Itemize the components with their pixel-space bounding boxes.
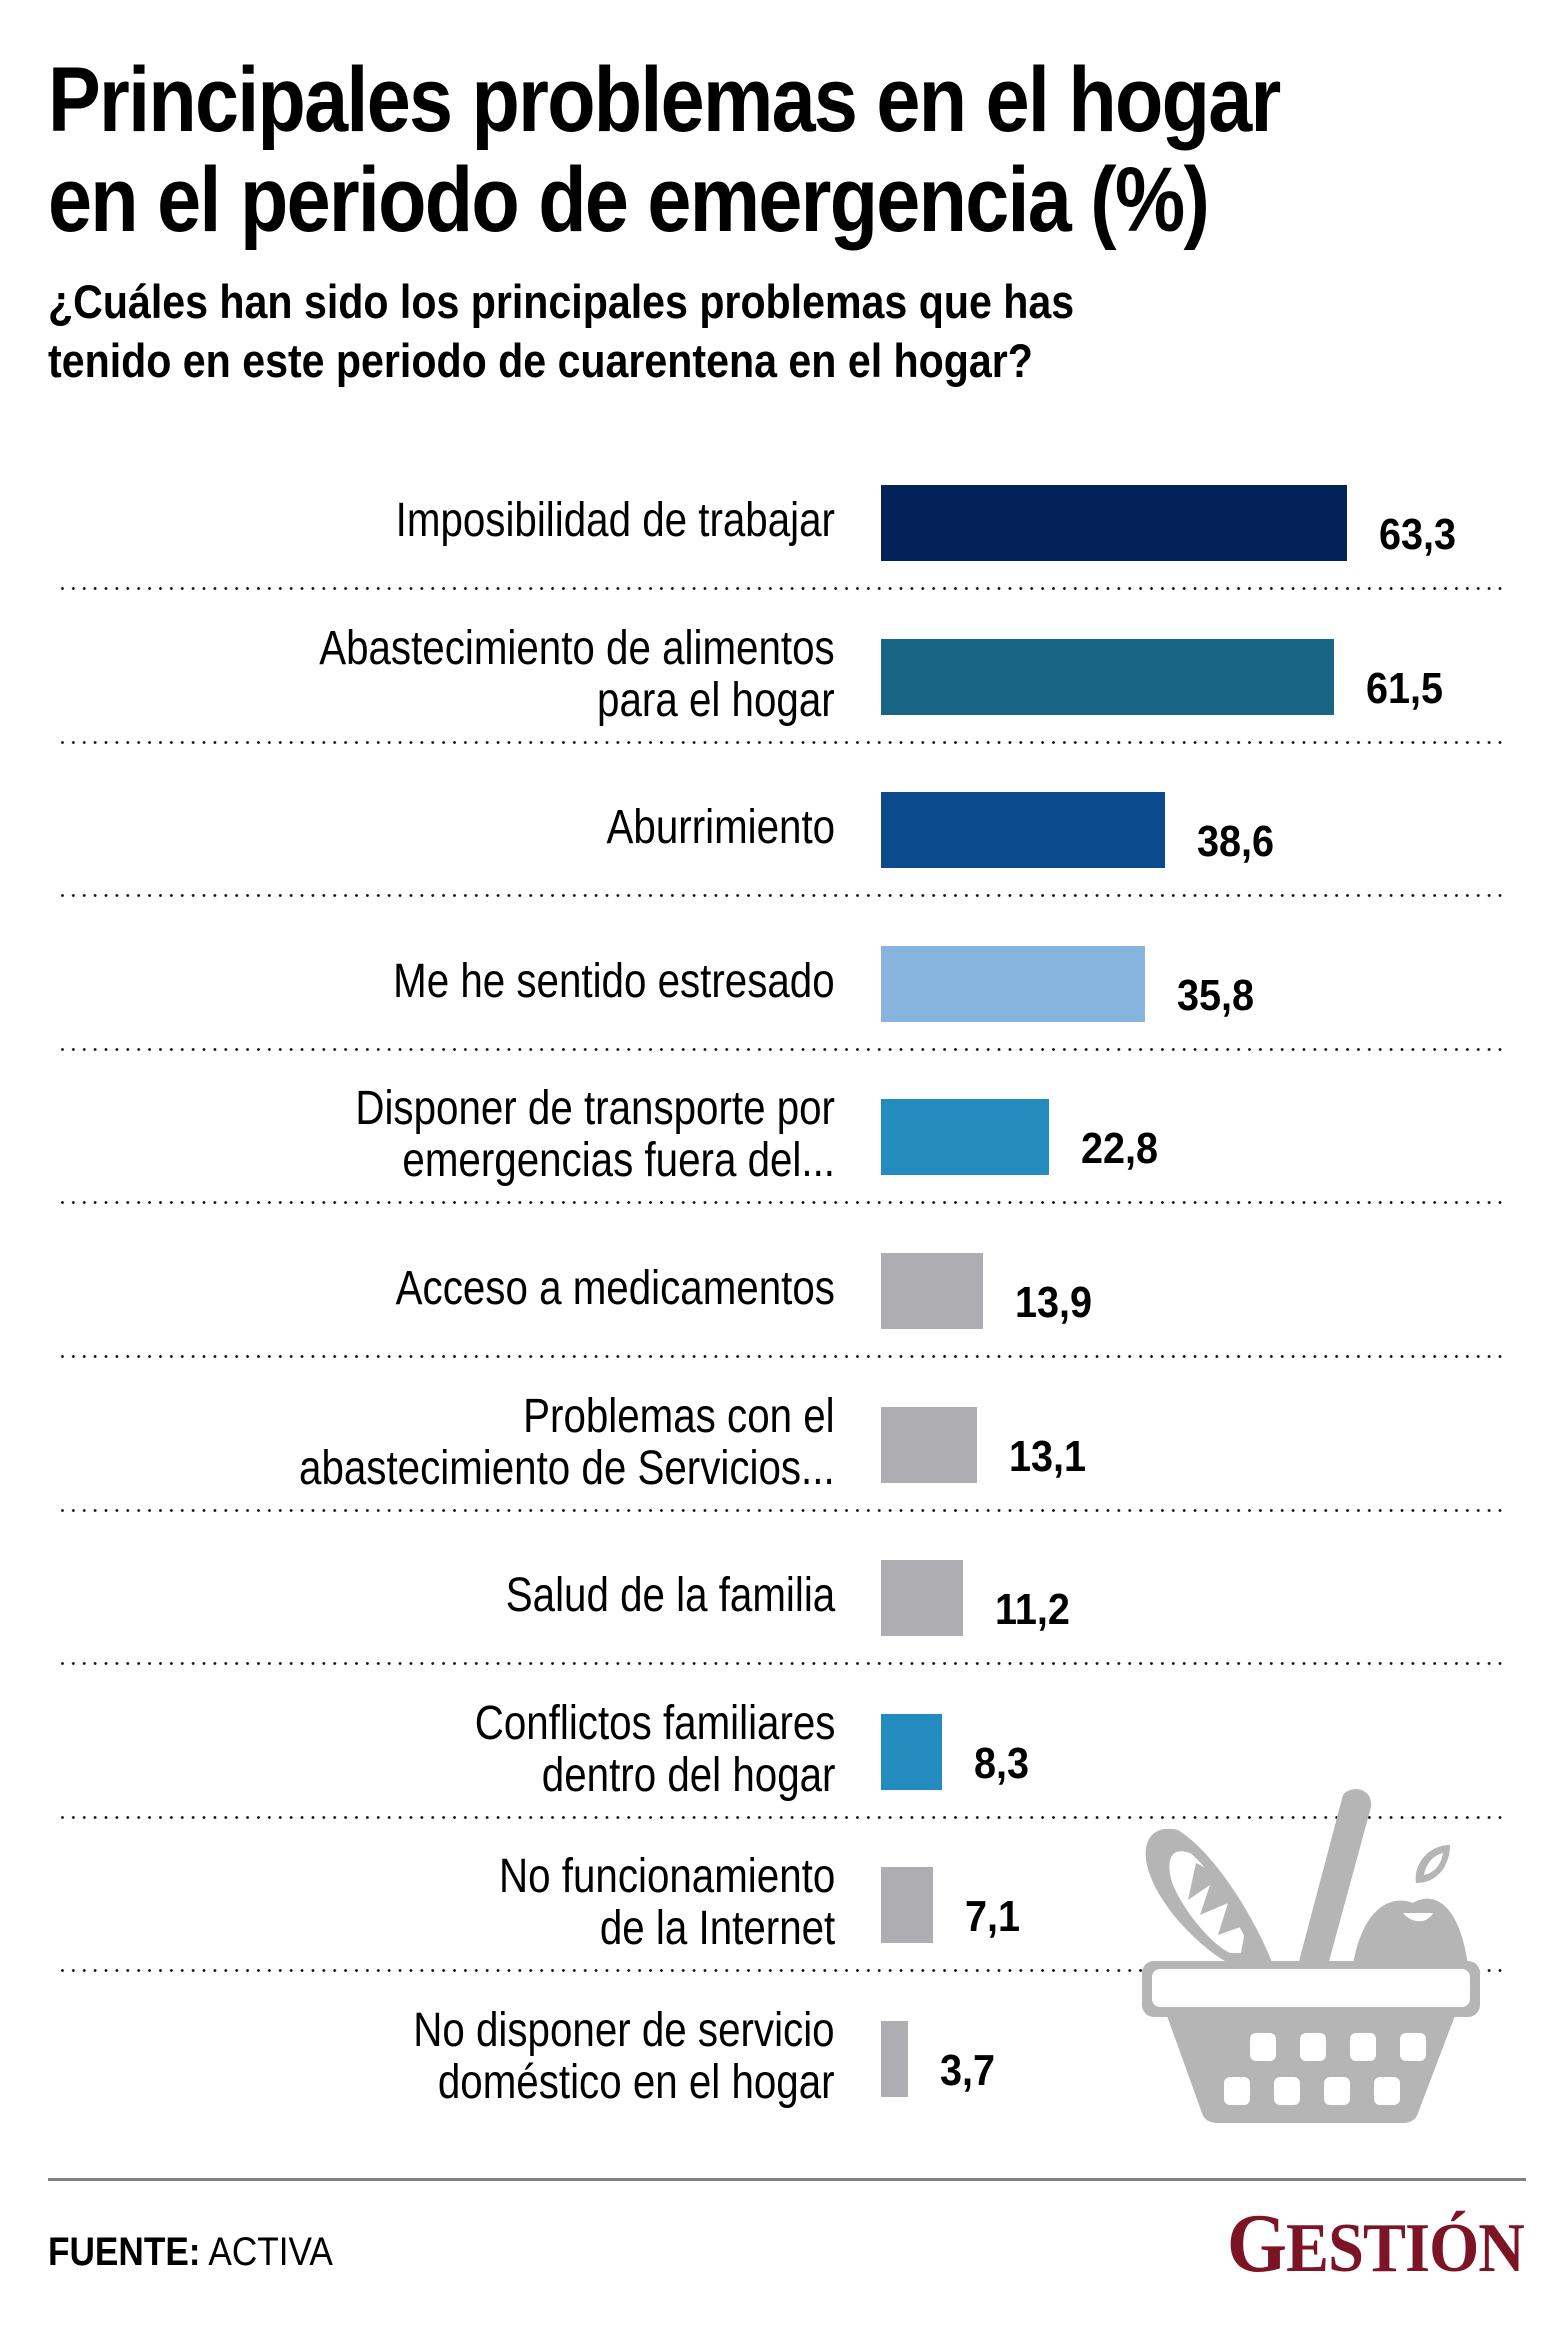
row-divider — [57, 740, 1504, 744]
value-label: 3,7 — [940, 2046, 996, 2095]
chart-subtitle-line-2: tenido en este periodo de cuarentena en … — [48, 334, 1033, 387]
row-divider — [57, 587, 1504, 590]
value-label: 8,3 — [974, 1738, 1030, 1788]
category-label-line: para el hogar — [597, 673, 835, 727]
source-note: FUENTE: ACTIVA — [48, 2228, 333, 2276]
bar — [881, 1253, 984, 1329]
category-label: Salud de la familia — [506, 1570, 835, 1622]
category-label: Problemas con el abastecimiento de Servic… — [299, 1389, 835, 1495]
gestion-logo: GESTIÓN — [1227, 2202, 1525, 2289]
bar — [881, 2021, 909, 2097]
category-label: Acceso a medicamentos — [396, 1263, 835, 1315]
value-label: 61,5 — [1365, 663, 1443, 713]
bar — [881, 1713, 943, 1790]
value-label: 13,9 — [1015, 1278, 1093, 1327]
row-divider — [57, 1047, 1504, 1051]
bar — [881, 792, 1166, 869]
row-divider — [57, 1201, 1504, 1205]
chart-title-line-2: en el periodo de emergencia (%) — [48, 149, 1210, 251]
row-divider — [57, 1508, 1504, 1512]
category-label-line: Aburrimiento — [606, 801, 835, 855]
value-label: 63,3 — [1379, 510, 1457, 559]
chart-title-line-1: Principales problemas en el hogar — [48, 49, 1281, 151]
source-label: FUENTE: — [48, 2230, 201, 2274]
value-label: 38,6 — [1197, 817, 1275, 867]
category-label-line: Imposibilidad de trabajar — [395, 494, 835, 547]
value-label: 7,1 — [965, 1892, 1021, 1942]
category-label-line: No disponer de servicio — [413, 2004, 835, 2057]
category-label-line: Salud de la familia — [505, 1569, 835, 1623]
category-label: Aburrimiento — [606, 802, 835, 854]
value-label: 35,8 — [1176, 970, 1254, 1020]
bar — [881, 485, 1347, 561]
category-label: Me he sentido estresado — [393, 954, 835, 1008]
row-divider — [57, 1815, 1504, 1819]
logo-rest: ESTIÓN — [1286, 2210, 1525, 2287]
category-label: No funcionamiento de la Internet — [499, 1851, 835, 1955]
source-value: ACTIVA — [200, 2230, 333, 2274]
category-label-line: Disponer de transporte por — [355, 1082, 835, 1136]
row-divider — [57, 1969, 1504, 1973]
bar — [881, 945, 1145, 1022]
category-label-line: emergencias fuera del... — [402, 1134, 835, 1188]
value-label: 22,8 — [1080, 1124, 1158, 1174]
category-label: Conflictos familiares dentro del hogar — [474, 1696, 835, 1802]
bar — [881, 1406, 978, 1483]
chart-title: Principales problemas en el hogar en el … — [48, 50, 1510, 250]
chart-subtitle-line-1: ¿Cuáles han sido los principales problem… — [48, 275, 1075, 328]
category-label: Imposibilidad de trabajar — [396, 495, 835, 547]
category-label-line: Acceso a medicamentos — [395, 1262, 835, 1315]
value-label: 13,1 — [1009, 1431, 1087, 1481]
bar — [881, 638, 1334, 715]
category-label: Abastecimiento de alimentos para el hogar — [319, 621, 835, 727]
category-label: No disponer de servicio doméstico en el h… — [414, 2005, 835, 2109]
row-divider — [57, 894, 1504, 898]
category-label-line: abastecimiento de Servicios... — [299, 1441, 835, 1495]
bar — [881, 1560, 964, 1637]
value-label: 11,2 — [995, 1585, 1071, 1635]
shopping-basket-icon — [1142, 1789, 1480, 2123]
row-divider — [57, 1355, 1504, 1358]
category-label-line: No funcionamiento — [498, 1850, 835, 1904]
category-label: Disponer de transporte por emergencias fu… — [355, 1083, 835, 1187]
category-label-line: Me he sentido estresado — [393, 954, 835, 1008]
category-label-line: dentro del hogar — [541, 1748, 835, 1802]
bar — [881, 1099, 1049, 1176]
category-label-line: de la Internet — [599, 1902, 835, 1956]
category-label-line: Conflictos familiares — [474, 1696, 835, 1750]
row-divider — [57, 1662, 1504, 1666]
category-label-line: doméstico en el hogar — [438, 2056, 835, 2109]
category-label-line: Abastecimiento de alimentos — [319, 621, 835, 675]
category-label-line: Problemas con el — [523, 1389, 835, 1443]
chart-subtitle: ¿Cuáles han sido los principales problem… — [48, 272, 1448, 390]
footer-divider — [48, 2178, 1526, 2181]
logo-initial: G — [1226, 2197, 1287, 2290]
bar — [881, 1867, 934, 1944]
